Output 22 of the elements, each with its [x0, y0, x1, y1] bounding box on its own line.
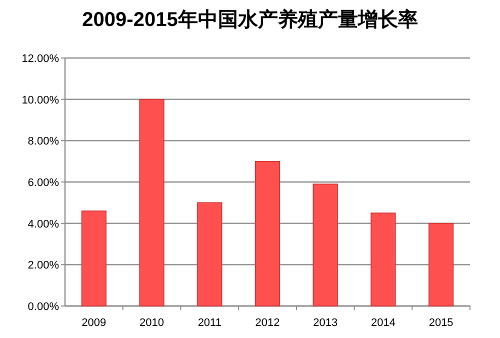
y-tick-label: 6.00%	[28, 177, 60, 189]
bar	[139, 98, 164, 306]
x-tick-label: 2015	[428, 317, 454, 329]
bar	[81, 210, 106, 306]
y-tick-label: 4.00%	[28, 218, 60, 230]
y-tick-label: 8.00%	[28, 136, 60, 148]
x-tick-label: 2012	[255, 317, 280, 329]
bar	[428, 222, 454, 306]
x-tick-label: 2010	[140, 317, 164, 329]
y-tick-label: 0.00%	[28, 301, 60, 313]
x-tick-label: 2013	[313, 317, 338, 329]
y-tick-label: 10.00%	[22, 94, 60, 106]
chart-title: 2009-2015年中国水产养殖产量增长率	[82, 8, 418, 31]
bar	[312, 184, 338, 306]
y-tick-label: 12.00%	[22, 53, 60, 65]
y-tick-label: 2.00%	[28, 260, 60, 272]
bar	[197, 202, 222, 306]
x-tick-label: 2014	[370, 317, 396, 329]
bar	[254, 160, 280, 306]
x-tick-label: 2009	[82, 317, 106, 329]
x-tick-label: 2011	[198, 317, 222, 329]
bar	[370, 212, 396, 306]
